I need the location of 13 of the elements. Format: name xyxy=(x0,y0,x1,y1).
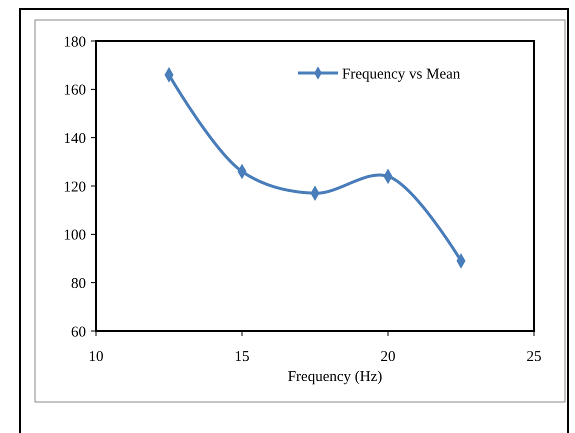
y-tick-label: 100 xyxy=(64,228,86,244)
y-tick-label: 80 xyxy=(71,276,86,292)
x-tick-label: 10 xyxy=(88,349,104,365)
y-tick-label: 120 xyxy=(64,179,86,196)
y-tick-label: 140 xyxy=(64,130,86,147)
x-tick-label: 25 xyxy=(526,349,542,365)
x-tick-label: 20 xyxy=(380,349,396,365)
x-axis-title: Frequency (Hz) xyxy=(288,369,382,385)
y-tick-label: 180 xyxy=(64,34,86,50)
legend-label: Frequency vs Mean xyxy=(342,66,461,82)
x-tick-label: 15 xyxy=(234,349,250,365)
y-tick-label: 60 xyxy=(71,324,86,340)
y-tick-label: 160 xyxy=(64,82,86,99)
